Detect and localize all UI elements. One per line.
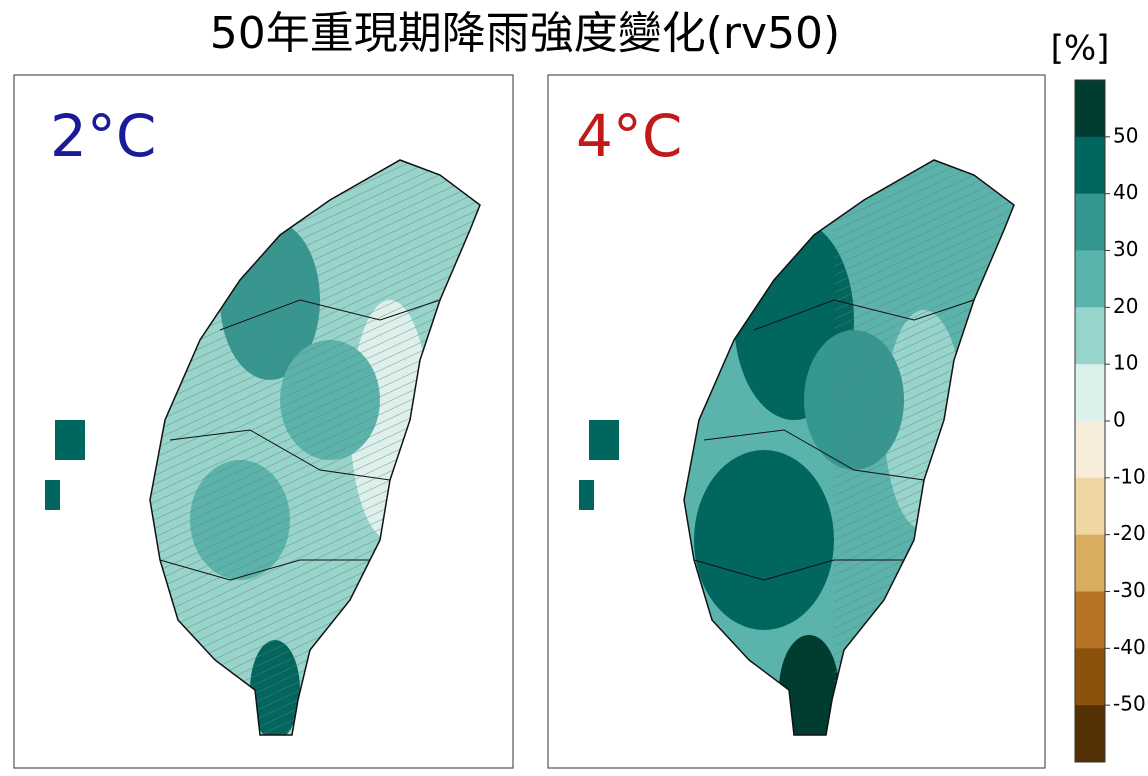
- colorbar-tick-label: 40: [1113, 180, 1138, 204]
- islands: [45, 420, 85, 510]
- colorbar-bin: [1075, 307, 1105, 365]
- county-border: [693, 559, 904, 581]
- colorbar-bin: [1075, 705, 1105, 763]
- colorbar-bin: [1075, 591, 1105, 649]
- colorbar-tick-label: -20: [1113, 521, 1146, 545]
- colorbar-bin: [1075, 534, 1105, 592]
- panel-frame: [13, 74, 514, 769]
- colorbar-tick-label: 20: [1113, 294, 1138, 318]
- map-fill: [684, 160, 1014, 735]
- colorbar-tick-label: 0: [1113, 408, 1126, 432]
- map-group: [579, 159, 1015, 736]
- county-border: [159, 559, 370, 581]
- colorbar-tick-label: 10: [1113, 351, 1138, 375]
- colorbar-tick-label: 30: [1113, 237, 1138, 261]
- colorbar-tick-label: -40: [1113, 635, 1146, 659]
- county-border: [219, 299, 441, 331]
- colorbar-bin: [1075, 193, 1105, 251]
- county-border: [753, 299, 975, 331]
- panel-label: 2°C: [50, 102, 156, 170]
- hatching: [150, 160, 480, 735]
- colorbar: 50 40 30 20 10 0 -10 -20 -30 -40 -50: [1074, 79, 1146, 763]
- title: 50年重現期降雨強度變化(rv50): [210, 8, 840, 59]
- colorbar-tick-label: -50: [1113, 692, 1146, 716]
- unit-label: [%]: [1051, 29, 1110, 69]
- panel-4c: 4°C: [547, 74, 1046, 769]
- colorbar-bin: [1075, 648, 1105, 706]
- islands: [579, 420, 619, 510]
- colorbar-bin: [1075, 250, 1105, 308]
- panel-2c: 2°C: [13, 74, 514, 769]
- county-border: [703, 429, 925, 481]
- colorbar-tick-label: -10: [1113, 464, 1146, 488]
- colorbar-bin: [1075, 421, 1105, 479]
- colorbar-bin: [1075, 136, 1105, 195]
- area: [694, 450, 834, 630]
- area: [779, 635, 839, 735]
- colorbar-tick-label: -30: [1113, 578, 1146, 602]
- colorbar-tick-label: 50: [1113, 123, 1138, 147]
- panel-label: 4°C: [576, 102, 682, 170]
- colorbar-bin: [1075, 80, 1105, 138]
- map-fill: [150, 160, 480, 735]
- county-border: [169, 429, 391, 481]
- colorbar-bin: [1075, 364, 1105, 422]
- panel-frame: [547, 74, 1046, 769]
- colorbar-bin: [1075, 477, 1105, 536]
